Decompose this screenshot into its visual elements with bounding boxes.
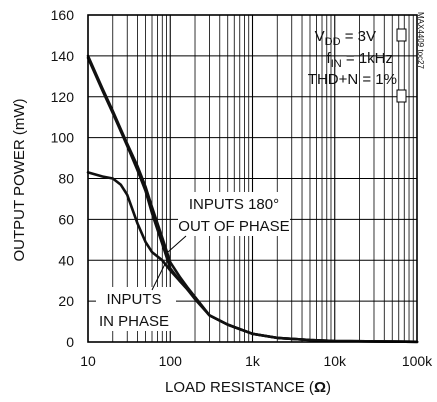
- annotation-in-phase: INPUTS IN PHASE: [96, 263, 176, 331]
- y-tick-label: 160: [51, 7, 75, 23]
- condition-vdd: VDD = 3V: [315, 28, 376, 48]
- x-tick-label: 100k: [402, 353, 433, 369]
- y-tick-label: 60: [58, 211, 74, 227]
- annotation-out-of-phase: INPUTS 180° OUT OF PHASE: [167, 192, 290, 253]
- y-tick-label: 100: [51, 130, 75, 146]
- y-axis-title: OUTPUT POWER (mW): [11, 98, 28, 261]
- tick-labels: 10 100 1k 10k 100k 0 20 40 60 80 100 120 140 160: [51, 7, 434, 369]
- side-label: MAX4409 toc27: [416, 12, 425, 69]
- annotation-in-phase-line1: INPUTS: [106, 291, 161, 308]
- annotation-in-phase-pointer: [151, 263, 166, 291]
- x-tick-label: 10: [80, 353, 96, 369]
- annotation-out-of-phase-line2: OUT OF PHASE: [178, 218, 289, 235]
- condition-thdn: THD+N = 1%: [308, 71, 397, 88]
- y-tick-label: 0: [66, 334, 74, 350]
- series-line-in-phase: [86, 171, 419, 344]
- annotation-in-phase-line2: IN PHASE: [99, 313, 169, 330]
- annotation-out-of-phase-pointer: [167, 235, 187, 253]
- series-lines: [86, 54, 419, 344]
- y-tick-label: 120: [51, 89, 75, 105]
- x-tick-label: 1k: [245, 353, 261, 369]
- y-tick-label: 40: [58, 252, 74, 268]
- y-tick-label: 20: [58, 293, 74, 309]
- marker-box-bottom: [396, 89, 407, 103]
- x-axis-title: LOAD RESISTANCE (Ω): [165, 379, 331, 396]
- annotation-out-of-phase-line1: INPUTS 180°: [189, 196, 279, 213]
- y-tick-label: 140: [51, 48, 75, 64]
- x-tick-label: 100: [159, 353, 183, 369]
- marker-box-top: [396, 28, 407, 42]
- y-tick-label: 80: [58, 171, 74, 187]
- condition-fin: fIN = 1kHz: [327, 50, 393, 70]
- x-tick-label: 10k: [323, 353, 347, 369]
- plot-frame: [87, 14, 418, 343]
